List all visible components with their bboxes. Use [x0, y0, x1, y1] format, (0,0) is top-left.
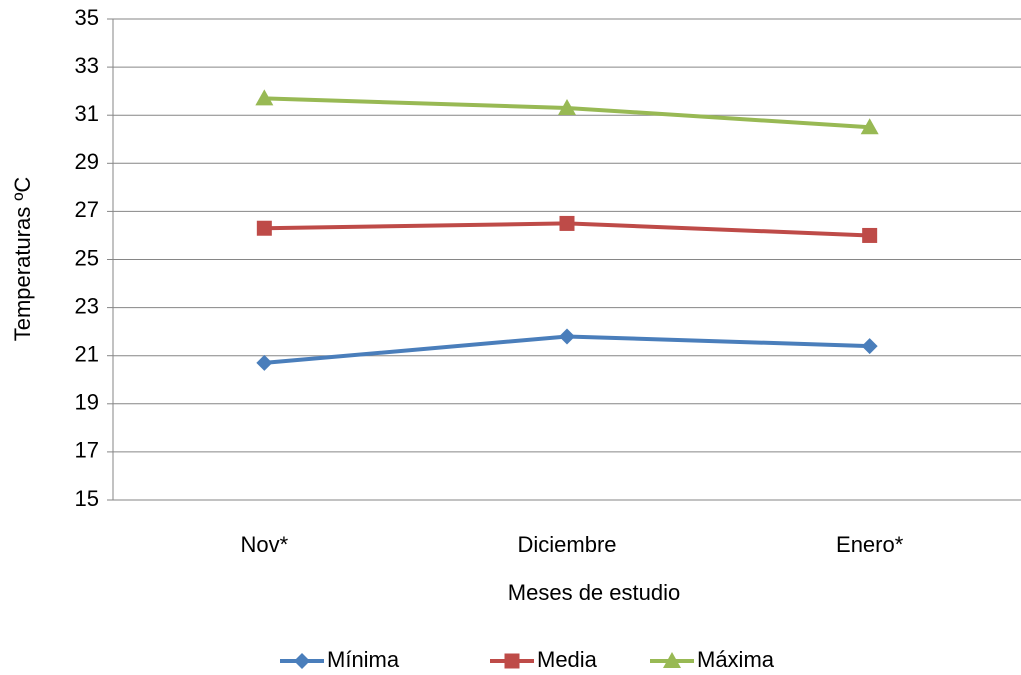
y-tick-label: 15: [75, 486, 99, 511]
legend-marker: [504, 653, 520, 669]
legend-label: Máxima: [697, 647, 775, 672]
data-point: [860, 118, 879, 135]
data-point: [256, 354, 273, 371]
y-tick-label: 19: [75, 390, 99, 415]
y-tick-label: 29: [75, 149, 99, 174]
legend-label: Mínima: [327, 647, 400, 672]
data-point: [255, 89, 274, 106]
data-point: [559, 328, 575, 345]
y-tick-label: 35: [75, 5, 99, 30]
legend-marker: [294, 653, 310, 669]
y-tick-label: 31: [75, 101, 99, 126]
x-axis-title: Meses de estudio: [508, 580, 680, 605]
y-tick-label: 33: [75, 53, 99, 78]
y-tick-label: 27: [75, 197, 99, 222]
y-tick-label: 21: [75, 342, 99, 367]
x-tick-label: Diciembre: [517, 532, 616, 557]
y-tick-label: 25: [75, 245, 99, 270]
legend-label: Media: [537, 647, 598, 672]
data-point: [862, 227, 878, 243]
x-tick-label: Enero*: [836, 532, 904, 557]
y-axis-title: Temperaturas ºC: [10, 177, 35, 342]
data-point: [559, 215, 575, 231]
data-point: [256, 220, 272, 236]
x-tick-label: Nov*: [240, 532, 288, 557]
y-tick-label: 23: [75, 293, 99, 318]
y-tick-label: 17: [75, 438, 99, 463]
data-point: [861, 338, 878, 355]
legend-marker: [663, 652, 681, 668]
data-point: [558, 98, 576, 115]
